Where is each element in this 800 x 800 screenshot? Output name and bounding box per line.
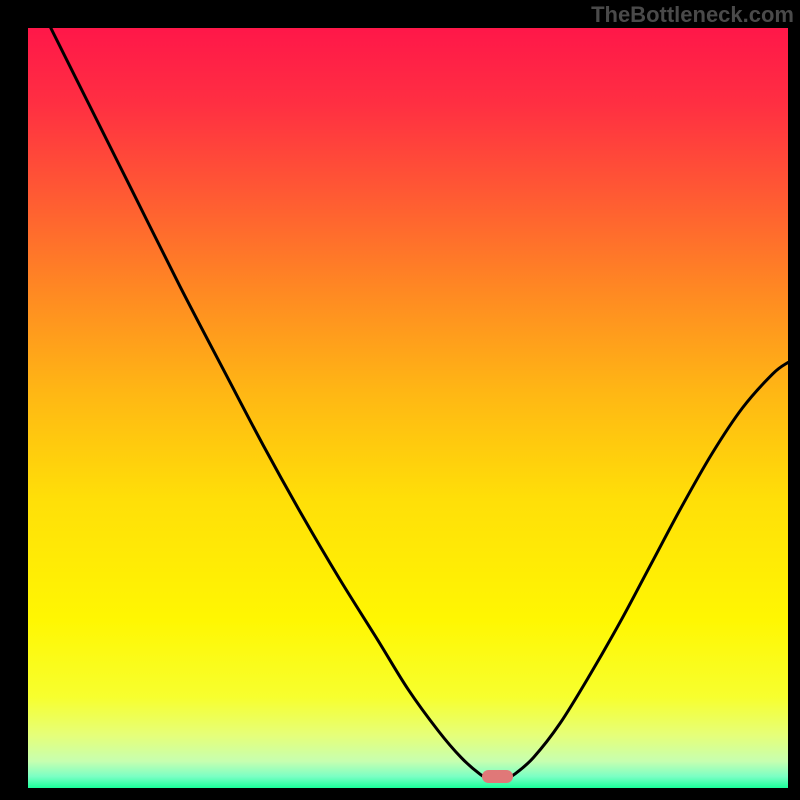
watermark-text: TheBottleneck.com [591,2,794,28]
curve-path [51,28,788,781]
chart-container: TheBottleneck.com [0,0,800,800]
plot-area [28,28,788,788]
bottleneck-curve [28,28,788,788]
optimal-marker [482,770,512,783]
